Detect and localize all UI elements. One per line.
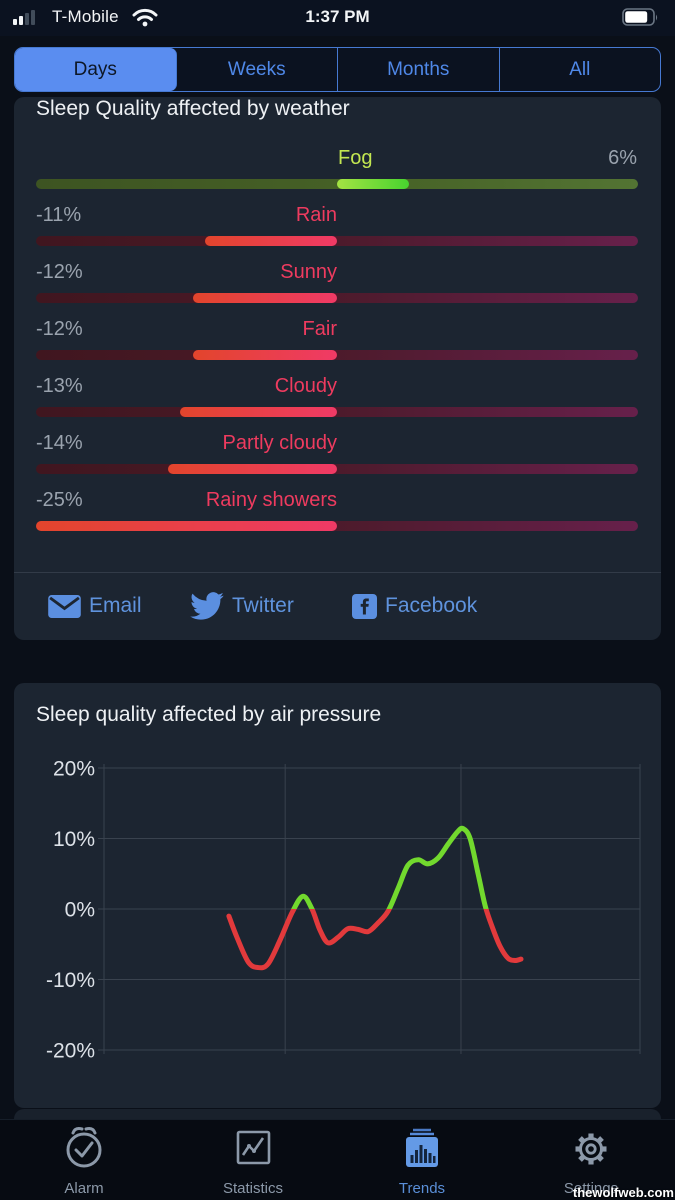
weather-bar-track (36, 464, 638, 474)
segment-months[interactable]: Months (338, 48, 500, 91)
weather-bar-value-segment (204, 236, 337, 246)
share-facebook-label: Facebook (385, 594, 478, 617)
time-range-segmented-control: Days Weeks Months All (14, 47, 661, 92)
share-email-label: Email (89, 594, 142, 617)
weather-value-label: -12% (36, 261, 83, 283)
weather-condition-label: Partly cloudy (222, 432, 338, 454)
y-axis-tick-label: -10% (46, 969, 95, 992)
air-pressure-line-chart: 20% 10% 0% -10% -20% (46, 758, 641, 1063)
air-pressure-card: Sleep quality affected by air pressure 2… (14, 683, 661, 1108)
weather-condition-label: Cloudy (274, 375, 337, 397)
status-time: 1:37 PM (305, 7, 370, 26)
chart-line-positive (291, 825, 489, 909)
tab-alarm-label: Alarm (64, 1180, 104, 1197)
weather-value-label: -25% (36, 489, 83, 511)
weather-condition-label: Fog (338, 147, 373, 169)
share-divider (14, 572, 661, 573)
weather-bar-track (36, 407, 638, 417)
segment-weeks[interactable]: Weeks (177, 48, 338, 91)
weather-bar-track (36, 350, 638, 360)
alarm-icon (66, 1127, 102, 1168)
weather-condition-label: Rain (295, 204, 337, 226)
weather-row-rain: Rain -11% (14, 204, 661, 254)
weather-row-rainy-showers: Rainy showers -25% (14, 489, 661, 539)
status-bar: T-Mobile 1:37 PM (0, 0, 675, 36)
cell-signal-icon (13, 10, 35, 25)
battery-icon (622, 8, 657, 26)
weather-value-label: -12% (36, 318, 83, 340)
weather-value-label: -14% (36, 432, 83, 454)
weather-value-label: 6% (608, 147, 637, 169)
weather-condition-label: Rainy showers (205, 489, 337, 511)
segment-all[interactable]: All (569, 58, 591, 80)
settings-icon (575, 1133, 607, 1165)
weather-bar-track (36, 179, 638, 189)
tab-trends-label: Trends (398, 1180, 446, 1197)
share-facebook-button[interactable]: Facebook (352, 587, 477, 625)
segment-days[interactable]: Days (15, 48, 177, 91)
facebook-icon (352, 593, 377, 619)
weather-value-label: -11% (36, 204, 82, 226)
y-axis-tick-label: -20% (46, 1040, 95, 1063)
wifi-icon (132, 8, 158, 27)
weather-rows: Fog 6% Rain -11% Sunny -12% Fair -12% Cloudy -13%… (14, 97, 661, 572)
weather-bar-value-segment (36, 521, 337, 531)
weather-row-partly-cloudy: Partly cloudy -14% (14, 432, 661, 482)
carrier-label: T-Mobile (52, 7, 119, 26)
weather-row-fog: Fog 6% (14, 147, 661, 197)
tab-settings[interactable]: Settings (530, 1124, 652, 1200)
weather-bar-track (36, 521, 638, 531)
share-twitter-label: Twitter (232, 594, 294, 617)
tab-statistics-label: Statistics (222, 1180, 283, 1197)
weather-bar-value-segment (192, 350, 337, 360)
weather-bar-value-segment (168, 464, 337, 474)
weather-row-fair: Fair -12% (14, 318, 661, 368)
weather-card-title: Sleep Quality affected by weather (36, 97, 350, 120)
twitter-icon (190, 592, 224, 620)
tab-alarm[interactable]: Alarm (23, 1124, 145, 1200)
weather-condition-label: Sunny (280, 261, 337, 283)
y-axis-tick-label: 0% (65, 899, 95, 922)
weather-bar-track (36, 236, 638, 246)
weather-bar-track (36, 293, 638, 303)
trends-icon (406, 1128, 438, 1167)
weather-row-sunny: Sunny -12% (14, 261, 661, 311)
share-email-button[interactable]: Email (48, 587, 142, 625)
chart-line-negative (226, 909, 524, 971)
weather-bar-value-segment (192, 293, 337, 303)
y-axis-tick-label: 10% (53, 828, 95, 851)
watermark: thewolfweb.com (572, 1185, 674, 1200)
email-icon (48, 594, 81, 618)
weather-row-cloudy: Cloudy -13% (14, 375, 661, 425)
weather-bar-value-segment (180, 407, 337, 417)
y-axis-tick-label: 20% (53, 758, 95, 781)
statistics-icon (236, 1130, 271, 1165)
weather-condition-label: Fair (302, 318, 337, 340)
pressure-card-title: Sleep quality affected by air pressure (36, 703, 382, 726)
tab-bar (0, 1119, 675, 1200)
tab-statistics[interactable]: Statistics (192, 1124, 314, 1200)
share-twitter-button[interactable]: Twitter (190, 587, 294, 625)
weather-card: Sleep Quality affected by weather Fog 6% R… (14, 97, 661, 640)
tab-settings-label: Settings (563, 1180, 619, 1197)
tab-trends[interactable]: Trends (361, 1124, 483, 1200)
weather-bar-value-segment (337, 179, 410, 189)
weather-value-label: -13% (36, 375, 83, 397)
